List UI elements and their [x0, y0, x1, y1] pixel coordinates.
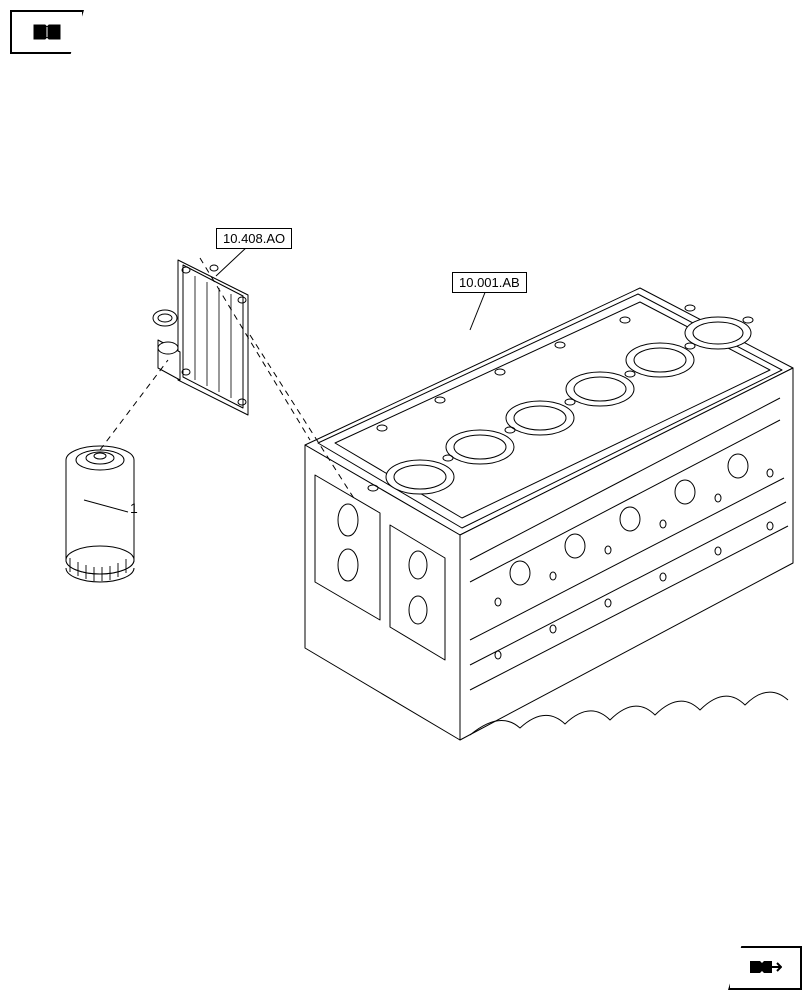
oil-filter [66, 446, 134, 582]
oil-cooler-cover [153, 260, 248, 415]
part-number-1: 1 [130, 500, 138, 516]
assembly-line-cover-to-block [250, 335, 355, 500]
page-root: 10.408.AO 10.001.AB 1 [0, 0, 812, 1000]
leader-10-408-ao [216, 246, 248, 276]
engine-block [305, 288, 793, 740]
leader-10-001-ab [470, 290, 486, 330]
diagram-svg [0, 0, 812, 1000]
callout-10-408-ao[interactable]: 10.408.AO [216, 228, 292, 249]
assembly-line-filter-to-cover [100, 360, 168, 450]
callout-10-001-ab[interactable]: 10.001.AB [452, 272, 527, 293]
